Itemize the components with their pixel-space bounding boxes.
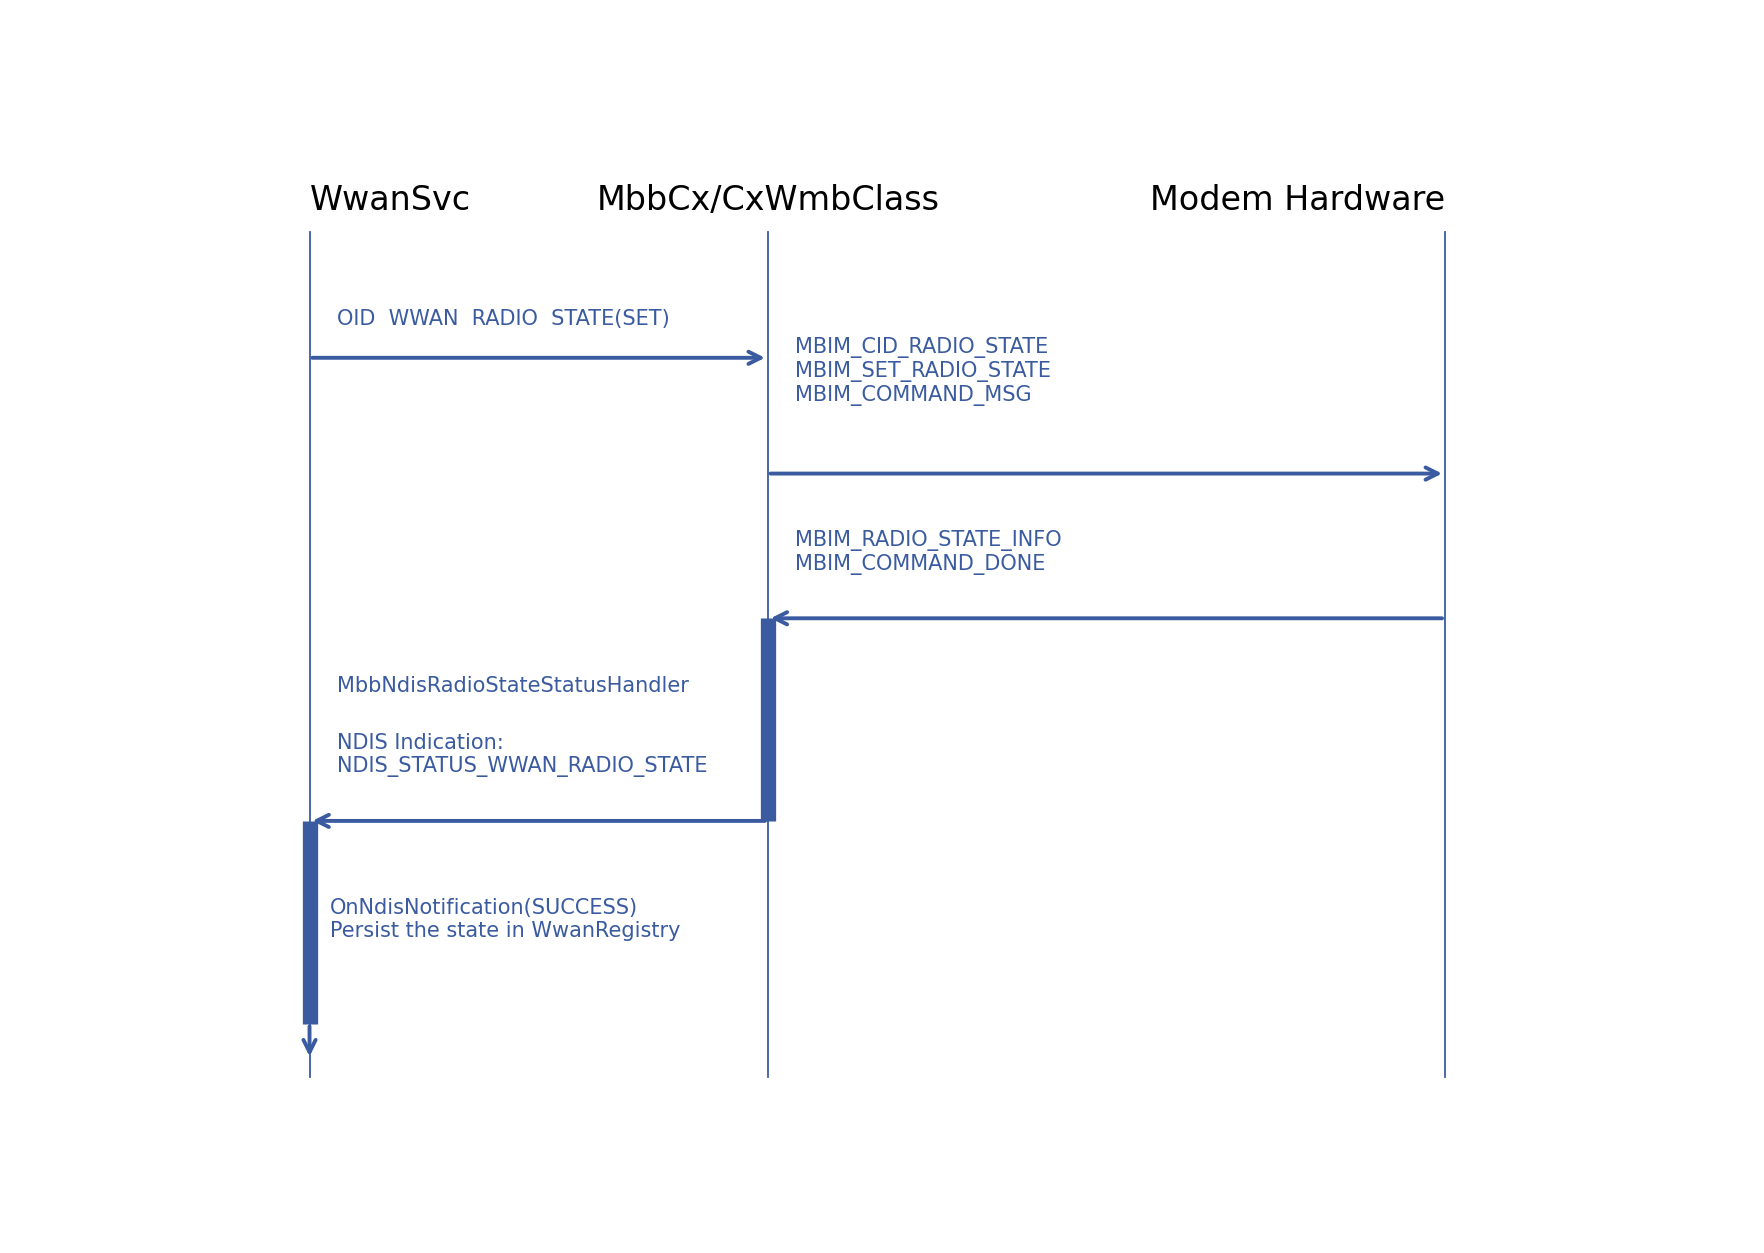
Text: NDIS Indication:
NDIS_STATUS_WWAN_RADIO_STATE: NDIS Indication: NDIS_STATUS_WWAN_RADIO_… [337, 733, 707, 777]
Text: MBIM_RADIO_STATE_INFO
MBIM_COMMAND_DONE: MBIM_RADIO_STATE_INFO MBIM_COMMAND_DONE [794, 530, 1062, 575]
Text: OID  WWAN  RADIO  STATE(SET): OID WWAN RADIO STATE(SET) [337, 308, 669, 328]
Text: MBIM_CID_RADIO_STATE
MBIM_SET_RADIO_STATE
MBIM_COMMAND_MSG: MBIM_CID_RADIO_STATE MBIM_SET_RADIO_STAT… [794, 337, 1051, 406]
Text: MbbNdisRadioStateStatusHandler: MbbNdisRadioStateStatusHandler [337, 677, 688, 697]
Text: Modem Hardware: Modem Hardware [1148, 184, 1445, 217]
Text: MbbCx/CxWmbClass: MbbCx/CxWmbClass [596, 184, 938, 217]
Text: OnNdisNotification(SUCCESS)
Persist the state in WwanRegistry: OnNdisNotification(SUCCESS) Persist the … [330, 898, 681, 941]
Text: WwanSvc: WwanSvc [309, 184, 471, 217]
